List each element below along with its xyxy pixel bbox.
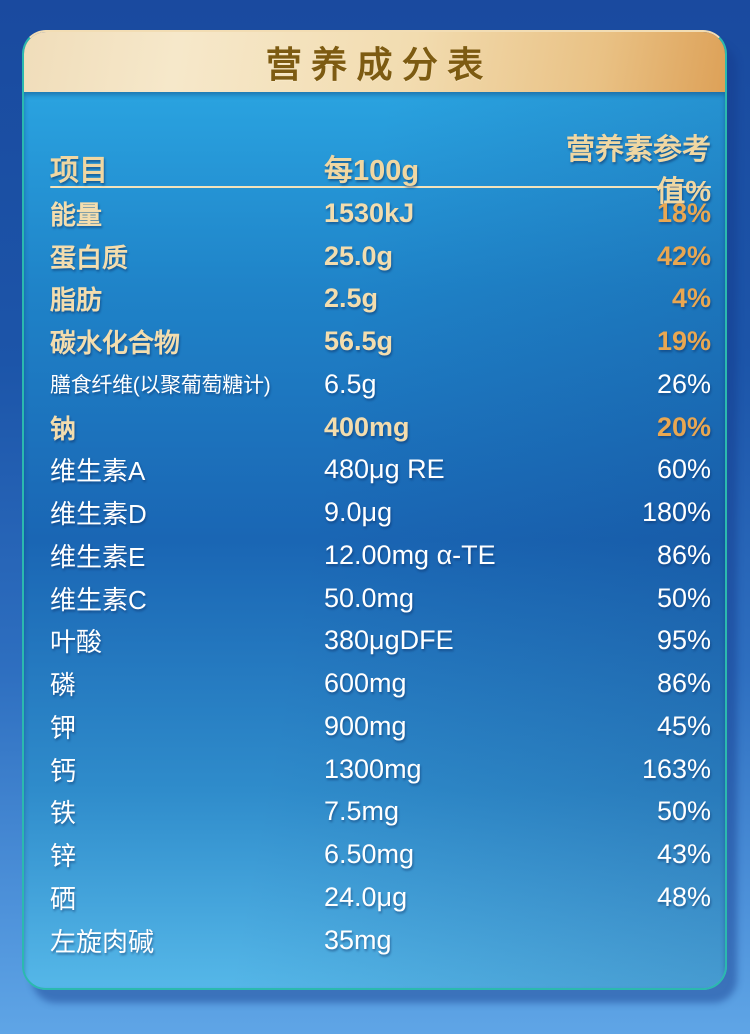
table-row: 碳水化合物 56.5g 19% xyxy=(50,320,711,363)
table-row: 维生素D 9.0μg 180% xyxy=(50,491,711,534)
nutrient-amount: 380μgDFE xyxy=(324,625,454,656)
column-header-item: 项目 xyxy=(50,155,109,187)
nutrient-name: 维生素E xyxy=(50,541,146,572)
nutrient-name: 铁 xyxy=(50,798,77,829)
nutrient-name: 维生素C xyxy=(50,584,147,615)
nutrient-amount: 600mg xyxy=(324,668,407,699)
nutrient-name: 叶酸 xyxy=(50,627,103,658)
nutrient-nrv-percent: 95% xyxy=(656,625,711,656)
nutrient-amount: 25.0g xyxy=(324,240,394,271)
nutrient-name: 钾 xyxy=(50,712,77,743)
table-row: 锌 6.50mg 43% xyxy=(50,833,711,876)
table-row: 钾 900mg 45% xyxy=(50,705,711,748)
nutrient-name: 锌 xyxy=(50,841,77,872)
nutrient-nrv-percent: 50% xyxy=(656,582,711,613)
table-row: 维生素C 50.0mg 50% xyxy=(50,577,711,620)
nutrient-nrv-percent: 19% xyxy=(656,326,711,357)
nutrient-name: 脂肪 xyxy=(50,285,103,316)
nutrient-nrv-percent: 43% xyxy=(656,839,711,870)
nutrient-amount: 1300mg xyxy=(324,753,422,784)
nutrient-name: 维生素A xyxy=(50,456,146,487)
nutrient-amount: 56.5g xyxy=(324,326,394,357)
nutrient-nrv-percent: 86% xyxy=(656,539,711,570)
column-header-nrv-percent: 营养素参考值% xyxy=(565,134,711,208)
table-row: 硒 24.0μg 48% xyxy=(50,876,711,919)
nutrient-amount: 2.5g xyxy=(324,283,379,314)
nutrient-name: 膳食纤维(以聚葡萄糖计) xyxy=(50,374,271,398)
table-row: 维生素E 12.00mg α-TE 86% xyxy=(50,534,711,577)
table-row: 叶酸 380μgDFE 95% xyxy=(50,620,711,663)
table-row: 膳食纤维(以聚葡萄糖计) 6.5g 26% xyxy=(50,363,711,406)
nutrient-nrv-percent: 86% xyxy=(656,668,711,699)
nutrient-amount: 900mg xyxy=(324,710,407,741)
nutrient-amount: 480μg RE xyxy=(324,454,445,485)
table-row: 钙 1300mg 163% xyxy=(50,748,711,791)
nutrient-nrv-percent: 42% xyxy=(656,240,711,271)
nutrition-table-rows: 能量 1530kJ 18% 蛋白质 25.0g 42% 脂肪 2.5g 4% xyxy=(50,192,711,962)
nutrient-amount: 6.5g xyxy=(324,368,377,399)
nutrient-name: 蛋白质 xyxy=(50,242,129,273)
column-header-per-100g: 每100g xyxy=(324,155,420,187)
nutrient-amount: 400mg xyxy=(324,411,410,442)
nutrient-nrv-percent: 60% xyxy=(656,454,711,485)
nutrient-name: 碳水化合物 xyxy=(50,328,181,359)
nutrient-nrv-percent: 20% xyxy=(656,411,711,442)
nutrient-amount: 12.00mg α-TE xyxy=(324,539,496,570)
nutrient-name: 钙 xyxy=(50,755,77,786)
nutrient-name: 左旋肉碱 xyxy=(50,926,155,957)
nutrient-amount: 1530kJ xyxy=(324,197,415,228)
nutrient-nrv-percent: 18% xyxy=(656,197,711,228)
table-row: 铁 7.5mg 50% xyxy=(50,791,711,834)
nutrient-nrv-percent: 163% xyxy=(641,753,711,784)
nutrient-nrv-percent: 50% xyxy=(656,796,711,827)
table-row: 脂肪 2.5g 4% xyxy=(50,278,711,321)
nutrient-nrv-percent: 4% xyxy=(671,283,711,314)
table-row: 磷 600mg 86% xyxy=(50,662,711,705)
nutrient-name: 磷 xyxy=(50,670,77,701)
nutrient-amount: 24.0μg xyxy=(324,881,408,912)
nutrition-card: 营养成分表 项目 每100g 营养素参考值% 能量 1530kJ 18% 蛋白质… xyxy=(22,30,727,990)
card-body: 项目 每100g 营养素参考值% 能量 1530kJ 18% 蛋白质 25.0g… xyxy=(24,92,725,988)
card-header-band: 营养成分表 xyxy=(24,32,725,92)
nutrient-amount: 6.50mg xyxy=(324,839,415,870)
table-row: 钠 400mg 20% xyxy=(50,406,711,449)
nutrient-amount: 35mg xyxy=(324,924,392,955)
nutrient-name: 钠 xyxy=(50,413,77,444)
page-title: 营养成分表 xyxy=(265,44,493,85)
header-separator-line xyxy=(50,186,711,188)
nutrient-amount: 50.0mg xyxy=(324,582,415,613)
table-row: 维生素A 480μg RE 60% xyxy=(50,449,711,492)
nutrient-name: 维生素D xyxy=(50,499,147,530)
nutrient-name: 能量 xyxy=(50,199,103,230)
table-row: 能量 1530kJ 18% xyxy=(50,192,711,235)
table-row: 蛋白质 25.0g 42% xyxy=(50,235,711,278)
table-header-row: 项目 每100g 营养素参考值% xyxy=(50,92,711,208)
nutrient-amount: 7.5mg xyxy=(324,796,400,827)
nutrient-nrv-percent: 45% xyxy=(656,710,711,741)
nutrient-amount: 9.0μg xyxy=(324,497,393,528)
nutrient-nrv-percent: 26% xyxy=(656,368,711,399)
table-row: 左旋肉碱 35mg xyxy=(50,919,711,962)
nutrient-nrv-percent: 48% xyxy=(656,881,711,912)
nutrient-name: 硒 xyxy=(50,883,77,914)
nutrient-nrv-percent: 180% xyxy=(641,497,711,528)
